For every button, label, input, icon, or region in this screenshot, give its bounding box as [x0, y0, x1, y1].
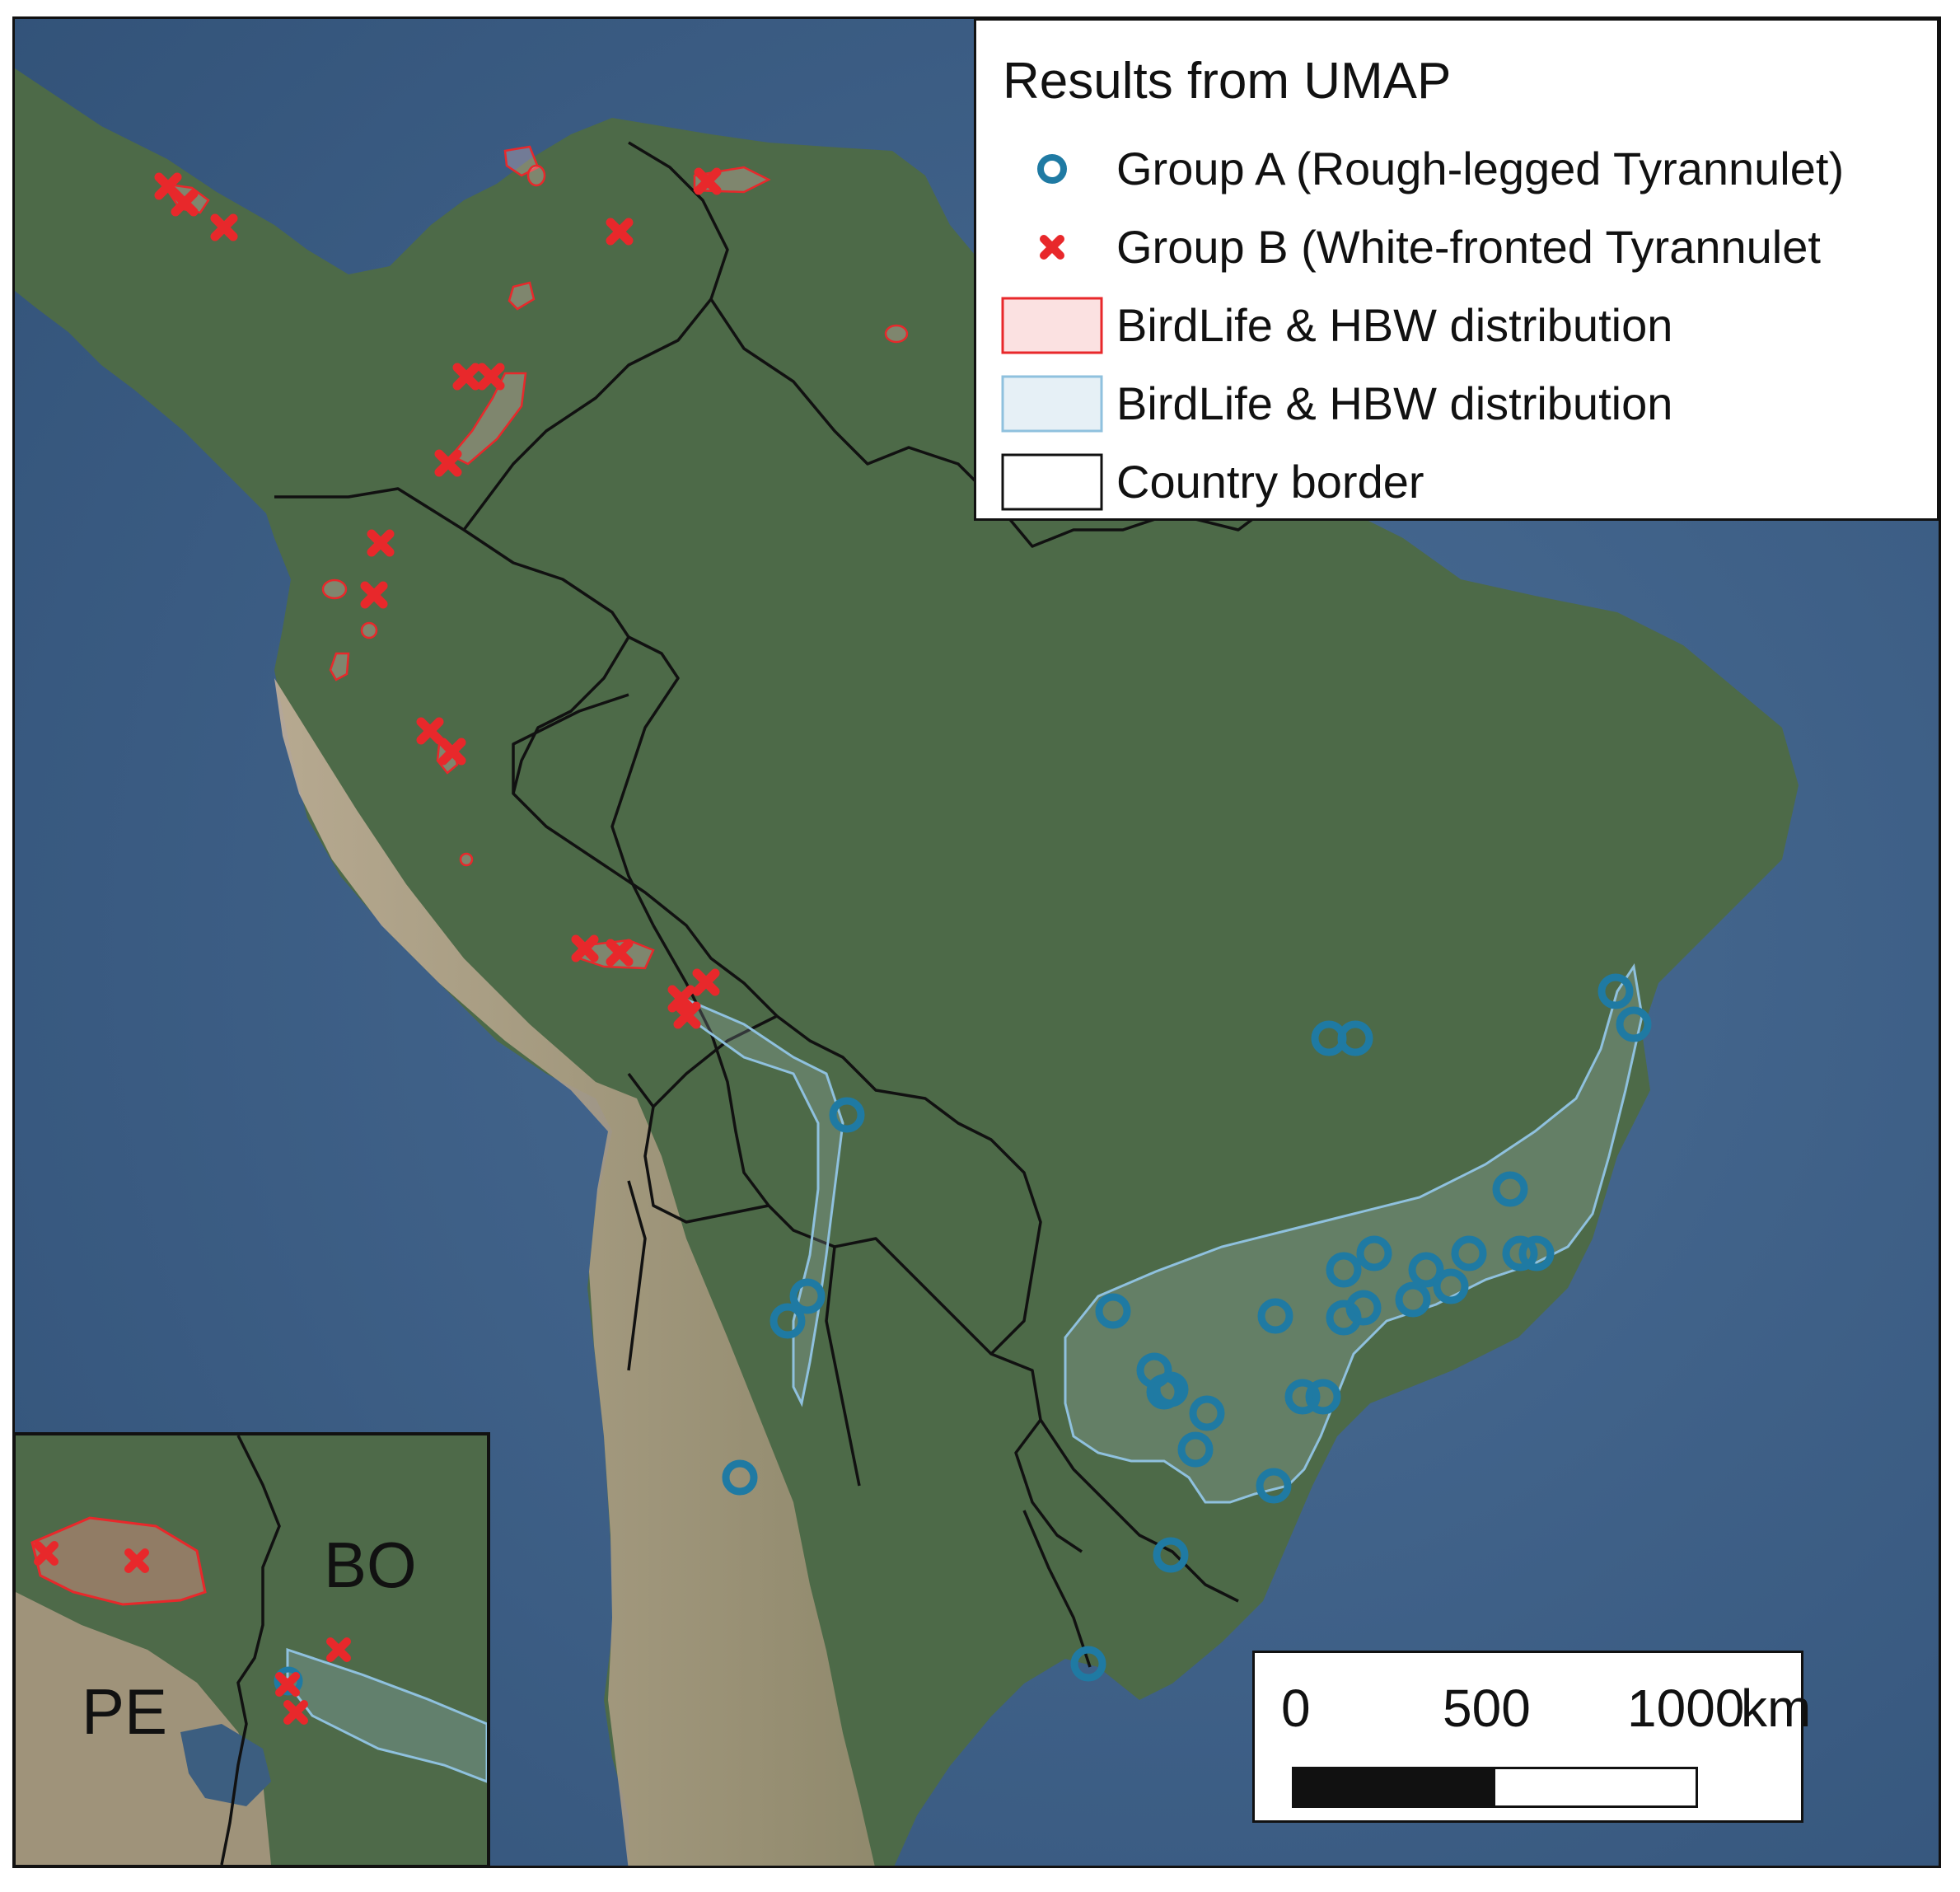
inset-red-range	[30, 1516, 207, 1606]
inset-map[interactable]: BO PE	[12, 1432, 490, 1868]
legend-title: Results from UMAP	[1003, 53, 1452, 110]
scale-segment-black	[1292, 1767, 1495, 1808]
group-b-point	[606, 939, 634, 967]
andes-desert	[274, 678, 875, 1866]
legend-row-group-b: Group B (White-fronted Tyrannulet	[976, 210, 1937, 284]
group-a-point	[1153, 1537, 1189, 1573]
group-b-point	[326, 1637, 351, 1662]
group-b-point	[606, 218, 634, 246]
border-swatch-icon	[1001, 453, 1103, 511]
legend: Results from UMAP Group A (Rough-legged …	[974, 18, 1939, 521]
inset-label-pe: PE	[82, 1675, 168, 1748]
group-b-point	[438, 738, 466, 766]
group-b-point	[210, 213, 238, 241]
group-a-point	[1095, 1293, 1131, 1329]
group-a-point	[1345, 1290, 1382, 1326]
scale-bar: 0 500 1000 km	[1252, 1651, 1811, 1823]
scale-label-0: 0	[1281, 1679, 1311, 1738]
group-a-point	[1305, 1379, 1341, 1415]
group-b-point	[275, 1672, 300, 1697]
red-range-guyana	[884, 324, 909, 344]
group-b-markers	[154, 167, 722, 1029]
group-b-point	[124, 1548, 149, 1573]
scale-segment-white	[1493, 1767, 1698, 1808]
red-range-colombia-andes	[450, 372, 527, 466]
scale-unit: km	[1741, 1679, 1812, 1738]
inset-label-bo: BO	[324, 1529, 417, 1601]
group-b-point	[673, 1001, 701, 1029]
blue-range-andes	[685, 997, 844, 1407]
group-a-point	[769, 1303, 806, 1339]
blue-range-atlantic	[1064, 963, 1644, 1504]
group-a-point	[1177, 1431, 1214, 1468]
group-b-point	[360, 581, 388, 609]
group-a-point	[1492, 1171, 1528, 1207]
group-a-point	[1284, 1379, 1321, 1415]
red-range-perija	[526, 164, 546, 187]
group-a-point	[1356, 1235, 1392, 1271]
red-range-colombia-north	[508, 281, 536, 311]
group-a-point	[274, 1666, 303, 1696]
legend-label-group-a: Group A (Rough-legged Tyrannulet)	[1116, 143, 1845, 194]
group-b-point	[452, 363, 480, 391]
group-a-point	[1408, 1252, 1444, 1288]
group-a-point	[1326, 1252, 1362, 1288]
inset-canvas	[16, 1435, 487, 1865]
group-a-point	[1502, 1235, 1538, 1271]
blue-distribution-ranges	[685, 963, 1644, 1504]
group-b-point	[283, 1700, 308, 1725]
red-range-swatch-icon	[1001, 297, 1103, 354]
red-range-ecuador-2	[360, 621, 378, 639]
group-a-point	[1518, 1235, 1555, 1271]
group-a-point	[1257, 1298, 1293, 1334]
group-a-point	[829, 1097, 865, 1133]
legend-row-group-a: Group A (Rough-legged Tyrannulet)	[976, 132, 1937, 206]
cross-icon	[1001, 218, 1103, 276]
group-b-point	[571, 934, 599, 962]
legend-label-blue-range: BirdLife & HBW distribution	[1116, 377, 1673, 429]
group-a-point	[1189, 1395, 1225, 1431]
country-borders	[274, 141, 1305, 1668]
group-a-markers	[722, 973, 1652, 1682]
red-range-peru-central	[459, 852, 474, 867]
group-b-point	[477, 363, 505, 391]
group-a-point	[722, 1459, 758, 1496]
group-a-point	[1070, 1646, 1106, 1682]
group-b-point	[367, 529, 395, 557]
group-b-point	[694, 167, 722, 195]
circle-icon	[1001, 140, 1103, 198]
legend-row-border: Country border	[976, 445, 1937, 519]
inset-borders	[220, 1435, 281, 1865]
group-a-point	[789, 1278, 826, 1314]
blue-range-swatch-icon	[1001, 375, 1103, 433]
group-a-point	[1433, 1268, 1469, 1304]
legend-label-border: Country border	[1116, 456, 1424, 508]
inset-group-b-markers	[34, 1541, 351, 1725]
scale-label-500: 500	[1443, 1679, 1531, 1738]
group-a-point	[1337, 1020, 1373, 1056]
red-range-ecuador-1	[321, 578, 348, 600]
group-a-point	[1597, 973, 1634, 1009]
legend-label-red-range: BirdLife & HBW distribution	[1116, 299, 1673, 351]
group-b-point	[434, 449, 462, 477]
legend-label-group-b: Group B (White-fronted Tyrannulet	[1116, 221, 1821, 273]
group-a-point	[1616, 1006, 1652, 1042]
red-range-ecuador-3	[329, 652, 350, 681]
scale-label-1000: 1000	[1627, 1679, 1745, 1738]
group-b-point	[34, 1541, 58, 1566]
group-b-point	[692, 968, 720, 996]
inset-blue-range	[286, 1647, 487, 1783]
legend-row-red-range: BirdLife & HBW distribution	[976, 288, 1937, 363]
group-b-point	[416, 717, 444, 745]
group-b-point	[171, 189, 199, 217]
group-a-point	[1395, 1281, 1431, 1318]
legend-row-blue-range: BirdLife & HBW distribution	[976, 367, 1937, 441]
group-a-point	[1451, 1235, 1487, 1271]
inset-lake	[180, 1724, 271, 1806]
group-a-point	[1153, 1371, 1189, 1407]
group-a-point	[1256, 1468, 1292, 1504]
